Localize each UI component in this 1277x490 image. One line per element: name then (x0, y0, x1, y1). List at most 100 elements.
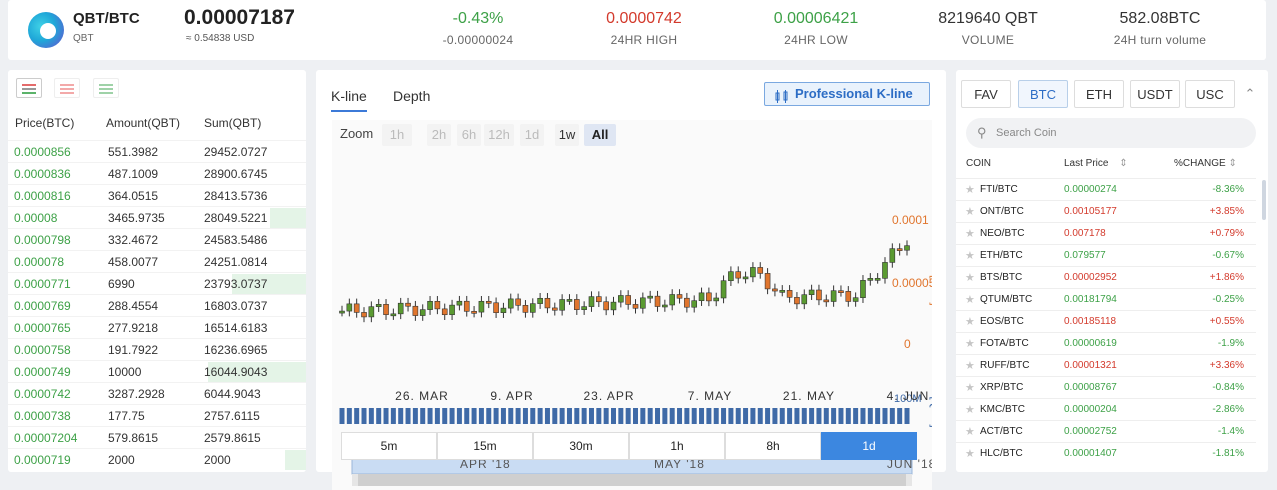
favorite-star-icon[interactable]: ★ (965, 272, 975, 284)
zoom-12h-button[interactable]: 12h (484, 124, 514, 146)
bids-view-icon[interactable] (92, 78, 119, 98)
candle-body (397, 302, 404, 315)
market-change: -0.67% (1212, 250, 1244, 261)
order-row[interactable]: 0.0000765 277.9218 16514.6183 (8, 316, 306, 338)
interval-1h-button[interactable]: 1h (629, 432, 725, 460)
favorite-star-icon[interactable]: ★ (965, 360, 975, 372)
order-amount: 288.4554 (108, 299, 159, 313)
market-last-price: 0.00001321 (1064, 360, 1117, 371)
order-row[interactable]: 0.000078 458.0077 24251.0814 (8, 250, 306, 272)
market-tab-eth[interactable]: ETH (1074, 80, 1124, 108)
search-icon: ⚲ (977, 125, 987, 140)
favorite-star-icon[interactable]: ★ (965, 338, 975, 350)
search-coin-input[interactable]: ⚲ Search Coin (966, 118, 1256, 148)
favorite-star-icon[interactable]: ★ (965, 382, 975, 394)
depth-bar (270, 208, 306, 228)
order-row[interactable]: 0.0000771 6990 23793.0737 (8, 272, 306, 294)
market-row[interactable]: ★ NEO/BTC 0.007178 +0.79% (956, 222, 1256, 244)
market-row[interactable]: ★ ACT/BTC 0.00002752 -1.4% (956, 420, 1256, 442)
low-stat: 0.00006421 24HR LOW (736, 10, 896, 47)
market-row[interactable]: ★ QTUM/BTC 0.00181794 -0.25% (956, 288, 1256, 310)
order-price: 0.0000856 (14, 145, 71, 159)
volume-bar (390, 408, 396, 424)
market-row[interactable]: ★ XRP/BTC 0.00008767 -0.84% (956, 376, 1256, 398)
market-row[interactable]: ★ FTI/BTC 0.00000274 -8.36% (956, 178, 1256, 200)
market-row[interactable]: ★ ETH/BTC 0.079577 -0.67% (956, 244, 1256, 266)
zoom-1h-button[interactable]: 1h (382, 124, 412, 146)
order-amount: 458.0077 (108, 255, 159, 269)
col-coin[interactable]: COIN (966, 158, 991, 169)
favorite-star-icon[interactable]: ★ (965, 448, 975, 460)
candle-body (632, 304, 639, 309)
market-row[interactable]: ★ RUFF/BTC 0.00001321 +3.36% (956, 354, 1256, 376)
zoom-1w-button[interactable]: 1w (555, 124, 579, 146)
col-last-price-label: Last Price (1064, 158, 1109, 169)
order-row[interactable]: 0.0000738 177.75 2757.6115 (8, 404, 306, 426)
volume-bar (398, 408, 404, 424)
interval-15m-button[interactable]: 15m (437, 432, 533, 460)
market-row[interactable]: ★ BTS/BTC 0.00002952 +1.86% (956, 266, 1256, 288)
order-row[interactable]: 0.0000742 3287.2928 6044.9043 (8, 382, 306, 404)
market-coin: EOS/BTC (980, 316, 1024, 327)
zoom-label: Zoom (340, 126, 374, 141)
market-row[interactable]: ★ EOS/BTC 0.00185118 +0.55% (956, 310, 1256, 332)
favorite-star-icon[interactable]: ★ (965, 294, 975, 306)
interval-1d-button[interactable]: 1d (821, 432, 917, 460)
interval-8h-button[interactable]: 8h (725, 432, 821, 460)
favorite-star-icon[interactable]: ★ (965, 184, 975, 196)
favorite-star-icon[interactable]: ★ (965, 206, 975, 218)
markets-scrollbar[interactable] (1262, 180, 1266, 220)
order-row[interactable]: 0.0000798 332.4672 24583.5486 (8, 228, 306, 250)
favorite-star-icon[interactable]: ★ (965, 316, 975, 328)
both-sides-view-icon[interactable] (16, 78, 42, 98)
asks-view-icon[interactable] (54, 78, 81, 98)
market-row[interactable]: ★ KMC/BTC 0.00000204 -2.86% (956, 398, 1256, 420)
col-change[interactable]: %CHANGE ⇕ (1174, 158, 1237, 169)
market-row[interactable]: ★ ONT/BTC 0.00105177 +3.85% (956, 200, 1256, 222)
market-coin: XRP/BTC (980, 382, 1024, 393)
market-row[interactable]: ★ FOTA/BTC 0.00000619 -1.9% (956, 332, 1256, 354)
candle-body (419, 309, 426, 316)
volume-bar (544, 408, 550, 424)
interval-30m-button[interactable]: 30m (533, 432, 629, 460)
zoom-All-button[interactable]: All (584, 124, 616, 146)
order-row[interactable]: 0.00007204 579.8615 2579.8615 (8, 426, 306, 448)
favorite-star-icon[interactable]: ★ (965, 426, 975, 438)
market-row[interactable]: ★ HLC/BTC 0.00001407 -1.81% (956, 442, 1256, 464)
candle-body (720, 280, 727, 299)
volume-bar (493, 408, 499, 424)
order-row[interactable]: 0.0000856 551.3982 29452.0727 (8, 140, 306, 162)
order-row[interactable]: 0.0000719 2000 2000 (8, 448, 306, 470)
date-tick-label: 4. JUN (887, 389, 930, 403)
order-amount: 191.7922 (108, 343, 159, 357)
favorite-star-icon[interactable]: ★ (965, 250, 975, 262)
volume-bar (449, 408, 455, 424)
interval-5m-button[interactable]: 5m (341, 432, 437, 460)
volume-bar (845, 408, 851, 424)
volume-bar (801, 408, 807, 424)
favorite-star-icon[interactable]: ★ (965, 228, 975, 240)
market-tab-fav[interactable]: FAV (961, 80, 1011, 108)
order-row[interactable]: 0.0000769 288.4554 16803.0737 (8, 294, 306, 316)
market-tab-usdt[interactable]: USDT (1130, 80, 1180, 108)
order-row[interactable]: 0.00008 3465.9735 28049.5221 (8, 206, 306, 228)
zoom-6h-button[interactable]: 6h (457, 124, 481, 146)
order-row[interactable]: 0.0000749 10000 16044.9043 (8, 360, 306, 382)
order-row[interactable]: 0.0000816 364.0515 28413.5736 (8, 184, 306, 206)
candle-body (390, 313, 397, 317)
market-tab-btc[interactable]: BTC (1018, 80, 1068, 108)
favorite-star-icon[interactable]: ★ (965, 404, 975, 416)
col-last-price[interactable]: Last Price ⇕ (1064, 158, 1128, 169)
order-row[interactable]: 0.0000758 191.7922 16236.6965 (8, 338, 306, 360)
order-row[interactable]: 0.0000836 487.1009 28900.6745 (8, 162, 306, 184)
collapse-chevron-icon[interactable]: ⌃ (1244, 86, 1256, 101)
zoom-2h-button[interactable]: 2h (427, 124, 451, 146)
candle-body (845, 291, 852, 302)
volume-bar (684, 408, 690, 424)
tab-depth[interactable]: Depth (393, 88, 431, 104)
tab-kline[interactable]: K-line (331, 88, 367, 112)
professional-kline-button[interactable]: Professional K-line (764, 82, 930, 106)
zoom-1d-button[interactable]: 1d (520, 124, 544, 146)
volume-bar (816, 408, 822, 424)
market-tab-usc[interactable]: USC (1185, 80, 1235, 108)
